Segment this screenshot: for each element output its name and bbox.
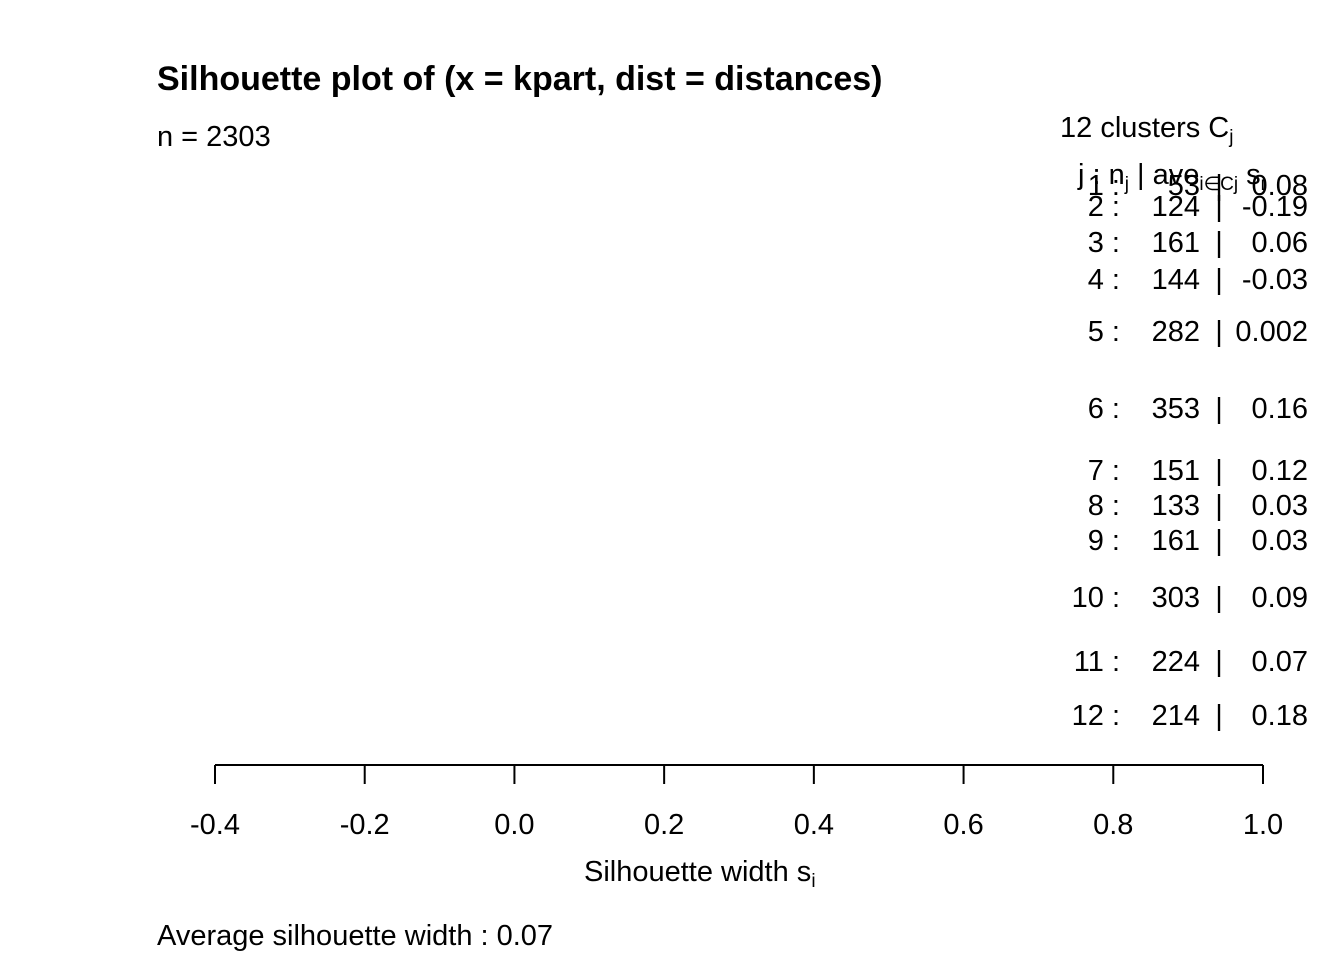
cluster-row-index: 3 : xyxy=(1088,227,1120,259)
cluster-row-separator: | xyxy=(1215,455,1223,487)
chart-title: Silhouette plot of (x = kpart, dist = di… xyxy=(157,60,883,98)
cluster-row-index: 9 : xyxy=(1088,525,1120,557)
clusters-header: 12 clusters Cj xyxy=(1060,112,1233,149)
columns-header-rest-sub: i∈Cj xyxy=(1199,174,1239,195)
x-axis-label-text: Silhouette width s xyxy=(584,856,812,888)
average-silhouette-label: Average silhouette width : 0.07 xyxy=(157,920,554,952)
cluster-row-separator: | xyxy=(1215,582,1223,614)
x-tick-label: 0.2 xyxy=(644,809,684,841)
cluster-row-separator: | xyxy=(1215,316,1223,348)
cluster-row-index: 4 : xyxy=(1088,264,1120,296)
columns-header-tail-sub: i xyxy=(1260,174,1265,195)
columns-header-rest: | ave xyxy=(1128,159,1200,191)
cluster-row-average: 0.07 xyxy=(1252,646,1308,678)
cluster-row-index: 2 : xyxy=(1088,191,1120,223)
cluster-row-separator: | xyxy=(1215,227,1223,259)
cluster-row-size: 161 xyxy=(1152,227,1200,259)
cluster-row-index: 6 : xyxy=(1088,393,1120,425)
cluster-row-index: 10 : xyxy=(1072,582,1120,614)
cluster-row-average: 0.002 xyxy=(1235,316,1308,348)
x-axis-label: Silhouette width si xyxy=(584,856,816,893)
cluster-row-separator: | xyxy=(1215,490,1223,522)
x-axis-label-sub: i xyxy=(811,871,816,892)
cluster-row-average: 0.08 xyxy=(1252,170,1308,202)
cluster-row-size: 124 xyxy=(1152,191,1200,223)
cluster-row-average: 0.16 xyxy=(1252,393,1308,425)
columns-header-text: j : n xyxy=(1078,159,1125,191)
x-tick-label: 0.4 xyxy=(794,809,834,841)
columns-header-sub: j xyxy=(1124,174,1129,195)
x-tick-label: 0.6 xyxy=(943,809,983,841)
cluster-row-size: 224 xyxy=(1152,646,1200,678)
cluster-row-size: 303 xyxy=(1152,582,1200,614)
cluster-row-size: 282 xyxy=(1152,316,1200,348)
cluster-row-average: -0.03 xyxy=(1242,264,1308,296)
cluster-row-index: 11 : xyxy=(1074,646,1120,678)
x-tick-label: 1.0 xyxy=(1243,809,1283,841)
cluster-row-size: 151 xyxy=(1152,455,1200,487)
cluster-row-separator: | xyxy=(1215,393,1223,425)
cluster-row-size: 144 xyxy=(1152,264,1200,296)
cluster-row-average: 0.03 xyxy=(1252,525,1308,557)
x-tick-label: 0.8 xyxy=(1093,809,1133,841)
cluster-row-size: 353 xyxy=(1152,393,1200,425)
x-axis: -0.4 -0.2 0.0 0.2 0.4 0.6 0.8 1.0 xyxy=(190,764,1283,841)
cluster-row-separator: | xyxy=(1215,170,1223,202)
cluster-row-separator: | xyxy=(1215,525,1223,557)
cluster-row-average: -0.19 xyxy=(1242,191,1308,223)
cluster-row-average: 0.03 xyxy=(1252,490,1308,522)
cluster-row-size: 161 xyxy=(1152,525,1200,557)
cluster-rows: 1 : 53 | 0.08 2 : 124 | -0.19 3 : 161 | 0.06 4 : 144 |… xyxy=(1072,170,1308,732)
cluster-row-index: 12 : xyxy=(1072,700,1120,732)
clusters-header-sub: j xyxy=(1229,127,1234,148)
cluster-row-average: 0.12 xyxy=(1252,455,1308,487)
columns-header: j : nj | avei∈Cj si xyxy=(1078,159,1265,196)
cluster-row-size: 214 xyxy=(1152,700,1200,732)
cluster-row-index: 8 : xyxy=(1088,490,1120,522)
cluster-row-separator: | xyxy=(1215,700,1223,732)
cluster-row-size: 53 xyxy=(1168,170,1200,202)
cluster-row-separator: | xyxy=(1215,264,1223,296)
cluster-row-separator: | xyxy=(1215,646,1223,678)
x-tick-label: 0.0 xyxy=(494,809,534,841)
cluster-row-index: 1 : xyxy=(1088,170,1120,202)
cluster-row-average: 0.09 xyxy=(1252,582,1308,614)
cluster-row-index: 7 : xyxy=(1088,455,1120,487)
columns-header-tail: s xyxy=(1238,159,1261,191)
sample-size-label: n = 2303 xyxy=(157,121,271,153)
cluster-row-size: 133 xyxy=(1152,490,1200,522)
cluster-row-average: 0.18 xyxy=(1252,700,1308,732)
cluster-row-index: 5 : xyxy=(1088,316,1120,348)
cluster-row-average: 0.06 xyxy=(1252,227,1308,259)
x-tick-label: -0.4 xyxy=(190,809,240,841)
cluster-row-separator: | xyxy=(1215,191,1223,223)
x-tick-label: -0.2 xyxy=(340,809,390,841)
clusters-header-text: 12 clusters C xyxy=(1060,112,1230,144)
